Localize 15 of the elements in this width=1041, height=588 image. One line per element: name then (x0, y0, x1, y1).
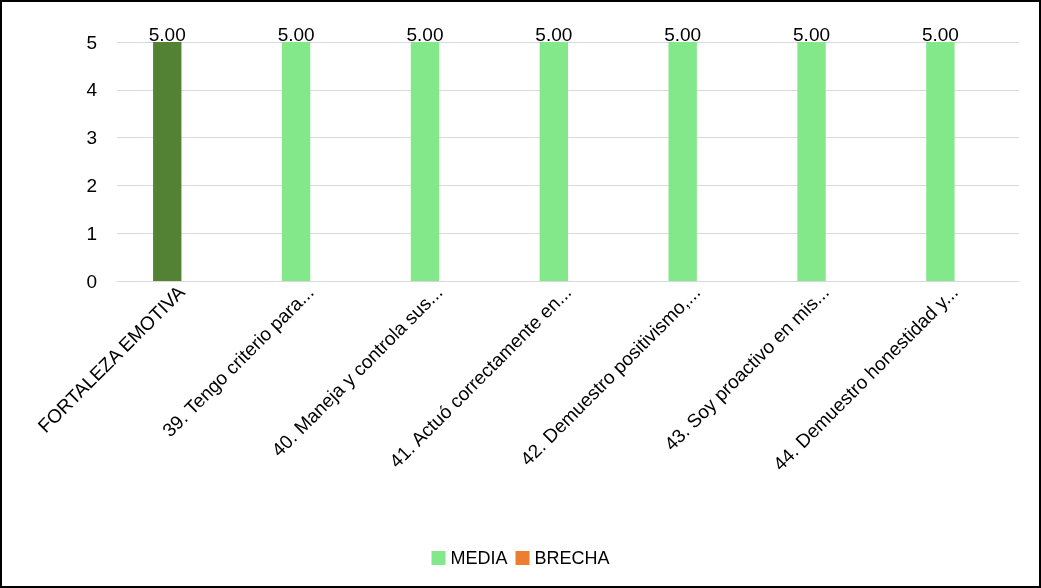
y-tick-label: 3 (86, 127, 97, 149)
data-label: 5.00 (148, 24, 186, 45)
data-label: 5.00 (535, 24, 573, 45)
y-tick-label: 2 (86, 174, 97, 196)
legend-label: MEDIA (450, 548, 508, 568)
data-label: 5.00 (664, 24, 702, 45)
y-tick-label: 4 (86, 79, 98, 101)
data-label: 5.00 (277, 24, 315, 45)
data-label: 5.00 (793, 24, 831, 45)
y-tick-label: 1 (86, 222, 97, 244)
y-tick-label: 0 (86, 270, 97, 292)
y-tick-label: 5 (86, 31, 97, 53)
data-label: 5.00 (406, 24, 444, 45)
data-label: 5.00 (921, 24, 959, 45)
legend-label: BRECHA (534, 548, 610, 568)
